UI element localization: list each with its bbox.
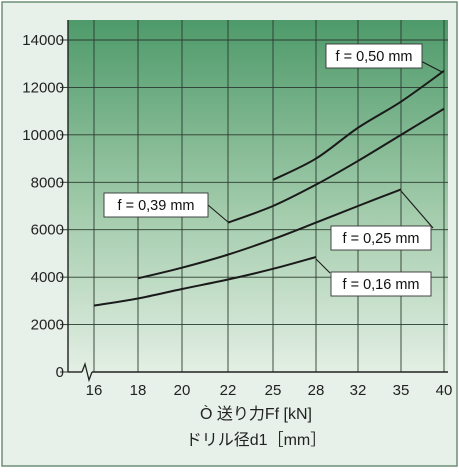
x-tick-label: 40 (436, 382, 453, 399)
x-tick-label: 35 (393, 382, 410, 399)
callout-f-016-leader (315, 258, 331, 274)
axis-break-symbol (81, 361, 93, 383)
y-tick-label: 2000 (31, 317, 64, 334)
callout-f-050-box (325, 43, 423, 69)
x-tick-label: 22 (220, 382, 237, 399)
x-tick-label: 18 (130, 382, 147, 399)
x-tick-label: 16 (86, 382, 103, 399)
curve-f-016 (93, 256, 317, 307)
x-axis-title-line1: Ò 送り力Ff [kN] (200, 404, 312, 423)
curve-f-039 (227, 107, 445, 224)
axes (60, 20, 448, 383)
series-callouts: f = 0,50 mm f = 0,39 mm f = 0,25 mm f = 0,1… (103, 43, 432, 297)
y-tick-label: 8000 (31, 174, 64, 191)
x-tick-label: 32 (350, 382, 367, 399)
x-tick-label: 20 (174, 382, 191, 399)
y-tick-label: 12000 (22, 79, 64, 96)
callout-f-016-label: f = 0,16 mm (343, 277, 420, 293)
x-axis-title-line2: ドリル径d1［mm］ (186, 431, 326, 449)
callout-f-025-label: f = 0,25 mm (343, 231, 420, 247)
y-tick-label: 6000 (31, 222, 64, 239)
curve-f-050 (272, 70, 445, 181)
x-tick-label: 28 (308, 382, 325, 399)
callout-f-039-label: f = 0,39 mm (118, 198, 195, 214)
y-tick-label: 4000 (31, 269, 64, 286)
callout-f-025-box (330, 225, 432, 251)
y-tick-label: 10000 (22, 127, 64, 144)
curve-f-025 (137, 188, 402, 280)
y-tick-label: 14000 (22, 32, 64, 49)
y-tick-label: 0 (56, 364, 64, 381)
x-tick-label: 25 (265, 382, 282, 399)
callout-f-025-leader (400, 190, 434, 229)
curves (93, 70, 445, 307)
callout-f-039-leader (207, 204, 229, 223)
callout-f-016-box (330, 271, 432, 297)
callout-f-050-label: f = 0,50 mm (336, 49, 413, 65)
tick-labels: 0 2000 4000 6000 8000 10000 12000 14000 16 18 20 22… (22, 32, 452, 399)
callout-f-039-box (103, 192, 209, 218)
